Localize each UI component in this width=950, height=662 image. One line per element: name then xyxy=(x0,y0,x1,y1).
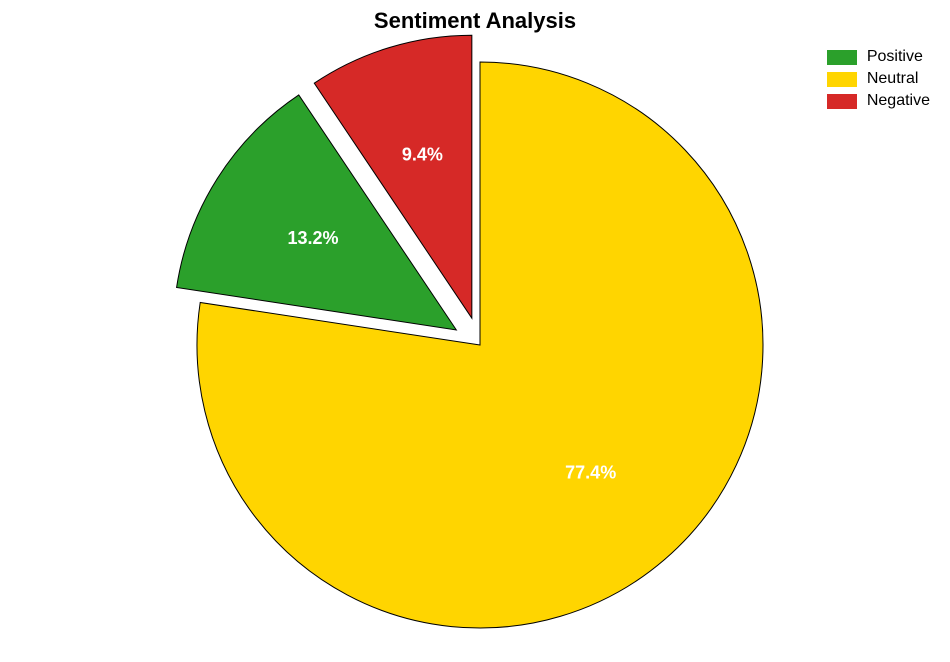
pie-chart-container: Sentiment Analysis 9.4%13.2%77.4% Positi… xyxy=(0,0,950,662)
legend-swatch-positive xyxy=(827,50,857,65)
legend-label-neutral: Neutral xyxy=(867,70,919,88)
slice-label-negative: 9.4% xyxy=(402,145,443,165)
chart-legend: Positive Neutral Negative xyxy=(827,48,930,114)
slice-label-positive: 13.2% xyxy=(287,228,338,248)
legend-item-positive: Positive xyxy=(827,48,930,66)
legend-label-positive: Positive xyxy=(867,48,923,66)
slice-label-neutral: 77.4% xyxy=(565,463,616,483)
legend-swatch-neutral xyxy=(827,72,857,87)
legend-item-negative: Negative xyxy=(827,92,930,110)
legend-swatch-negative xyxy=(827,94,857,109)
pie-chart-svg: 9.4% 13.2% 77.4% xyxy=(0,0,950,662)
legend-item-neutral: Neutral xyxy=(827,70,930,88)
legend-label-negative: Negative xyxy=(867,92,930,110)
